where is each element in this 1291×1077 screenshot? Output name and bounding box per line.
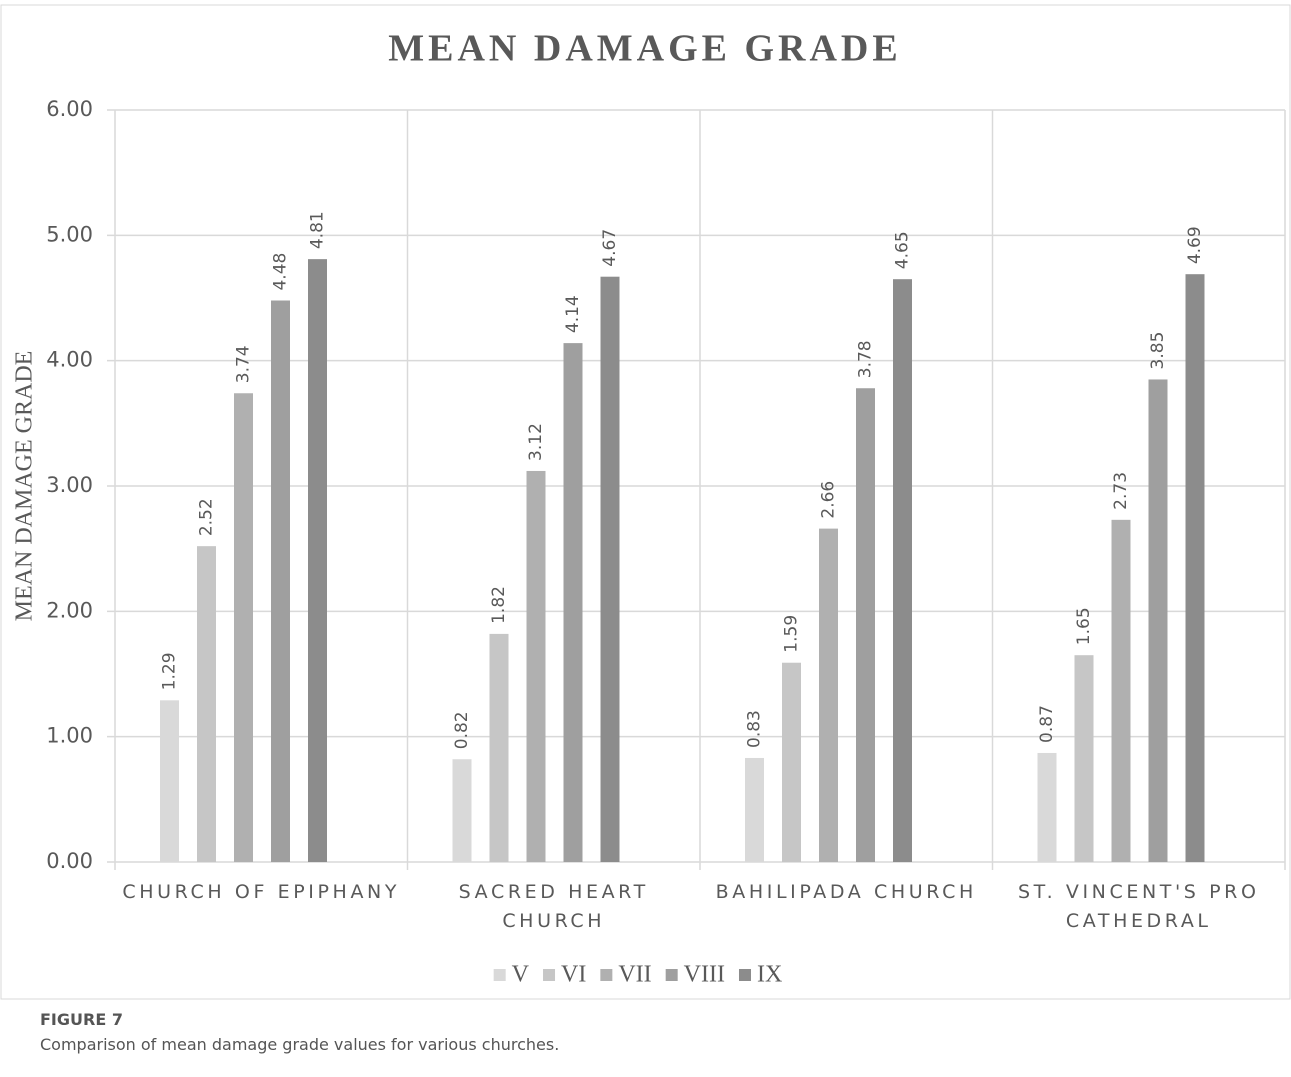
chart-title: MEAN DAMAGE GRADE xyxy=(388,28,901,70)
bar xyxy=(271,300,290,862)
x-tick-label: SACRED HEART CHURCH xyxy=(458,881,649,932)
value-label: 2.66 xyxy=(819,481,839,519)
y-tick-label: 0.00 xyxy=(46,849,93,873)
bar xyxy=(1037,752,1057,862)
bar xyxy=(160,700,179,862)
bar xyxy=(782,662,801,862)
value-label: 4.48 xyxy=(271,253,291,291)
x-tick-label: BAHILIPADA CHURCH xyxy=(715,881,977,903)
chart-frame xyxy=(0,4,1291,1000)
value-label: 0.87 xyxy=(1037,705,1057,743)
value-label: 3.85 xyxy=(1148,332,1168,370)
value-label: 1.82 xyxy=(489,586,509,624)
legend-label: VIII xyxy=(684,962,725,988)
y-axis-label: MEAN DAMAGE GRADE xyxy=(12,351,38,622)
bar xyxy=(1074,655,1094,862)
value-label: 2.73 xyxy=(1111,472,1131,510)
y-tick-label: 2.00 xyxy=(46,598,93,622)
bar xyxy=(1111,519,1131,862)
legend-label: VI xyxy=(561,962,586,988)
legend-swatch xyxy=(493,969,506,981)
value-label: 4.14 xyxy=(563,295,583,333)
bar xyxy=(197,546,216,862)
y-tick-label: 5.00 xyxy=(46,222,93,246)
legend-label: VII xyxy=(618,962,651,988)
bar xyxy=(745,757,764,862)
value-label: 4.69 xyxy=(1185,226,1205,264)
y-tick-label: 6.00 xyxy=(46,97,93,121)
legend-swatch xyxy=(600,969,613,981)
value-label: 3.12 xyxy=(526,423,546,461)
value-label: 1.65 xyxy=(1074,607,1094,645)
y-tick-label: 3.00 xyxy=(46,473,93,497)
y-tick-label: 4.00 xyxy=(46,348,93,372)
bar xyxy=(308,259,327,862)
legend-swatch xyxy=(665,969,678,981)
value-label: 4.81 xyxy=(308,211,328,249)
x-tick-label: ST. VINCENT'S PRO CATHEDRAL xyxy=(1017,881,1260,932)
bar xyxy=(563,343,583,862)
legend-swatch xyxy=(543,969,556,981)
value-label: 3.74 xyxy=(234,345,254,383)
bar xyxy=(489,633,509,862)
bar xyxy=(819,528,838,862)
value-label: 1.29 xyxy=(160,652,180,690)
value-label: 3.78 xyxy=(856,340,876,378)
bar xyxy=(1148,379,1168,862)
value-label: 4.65 xyxy=(893,231,913,269)
x-tick-label: CHURCH OF EPIPHANY xyxy=(122,881,401,903)
legend-label: V xyxy=(512,962,530,988)
bar xyxy=(856,388,875,862)
legend-swatch xyxy=(738,969,751,981)
value-label: 4.67 xyxy=(600,229,620,267)
y-tick-label: 1.00 xyxy=(46,724,93,748)
bar xyxy=(1185,274,1205,863)
value-label: 2.52 xyxy=(197,498,217,536)
value-label: 0.83 xyxy=(745,710,765,748)
chart: MEAN DAMAGE GRADE MEAN DAMAGE GRADE 0.00… xyxy=(0,4,1291,1000)
value-label: 1.59 xyxy=(782,615,802,653)
legend-label: IX xyxy=(757,962,782,988)
figure-label: FIGURE 7 xyxy=(40,1010,123,1029)
bar xyxy=(234,393,253,862)
bar xyxy=(526,470,546,862)
caption: Comparison of mean damage grade values f… xyxy=(40,1035,560,1054)
bar xyxy=(600,276,620,862)
bar xyxy=(452,759,472,862)
bar xyxy=(893,279,912,862)
value-label: 0.82 xyxy=(452,711,472,749)
